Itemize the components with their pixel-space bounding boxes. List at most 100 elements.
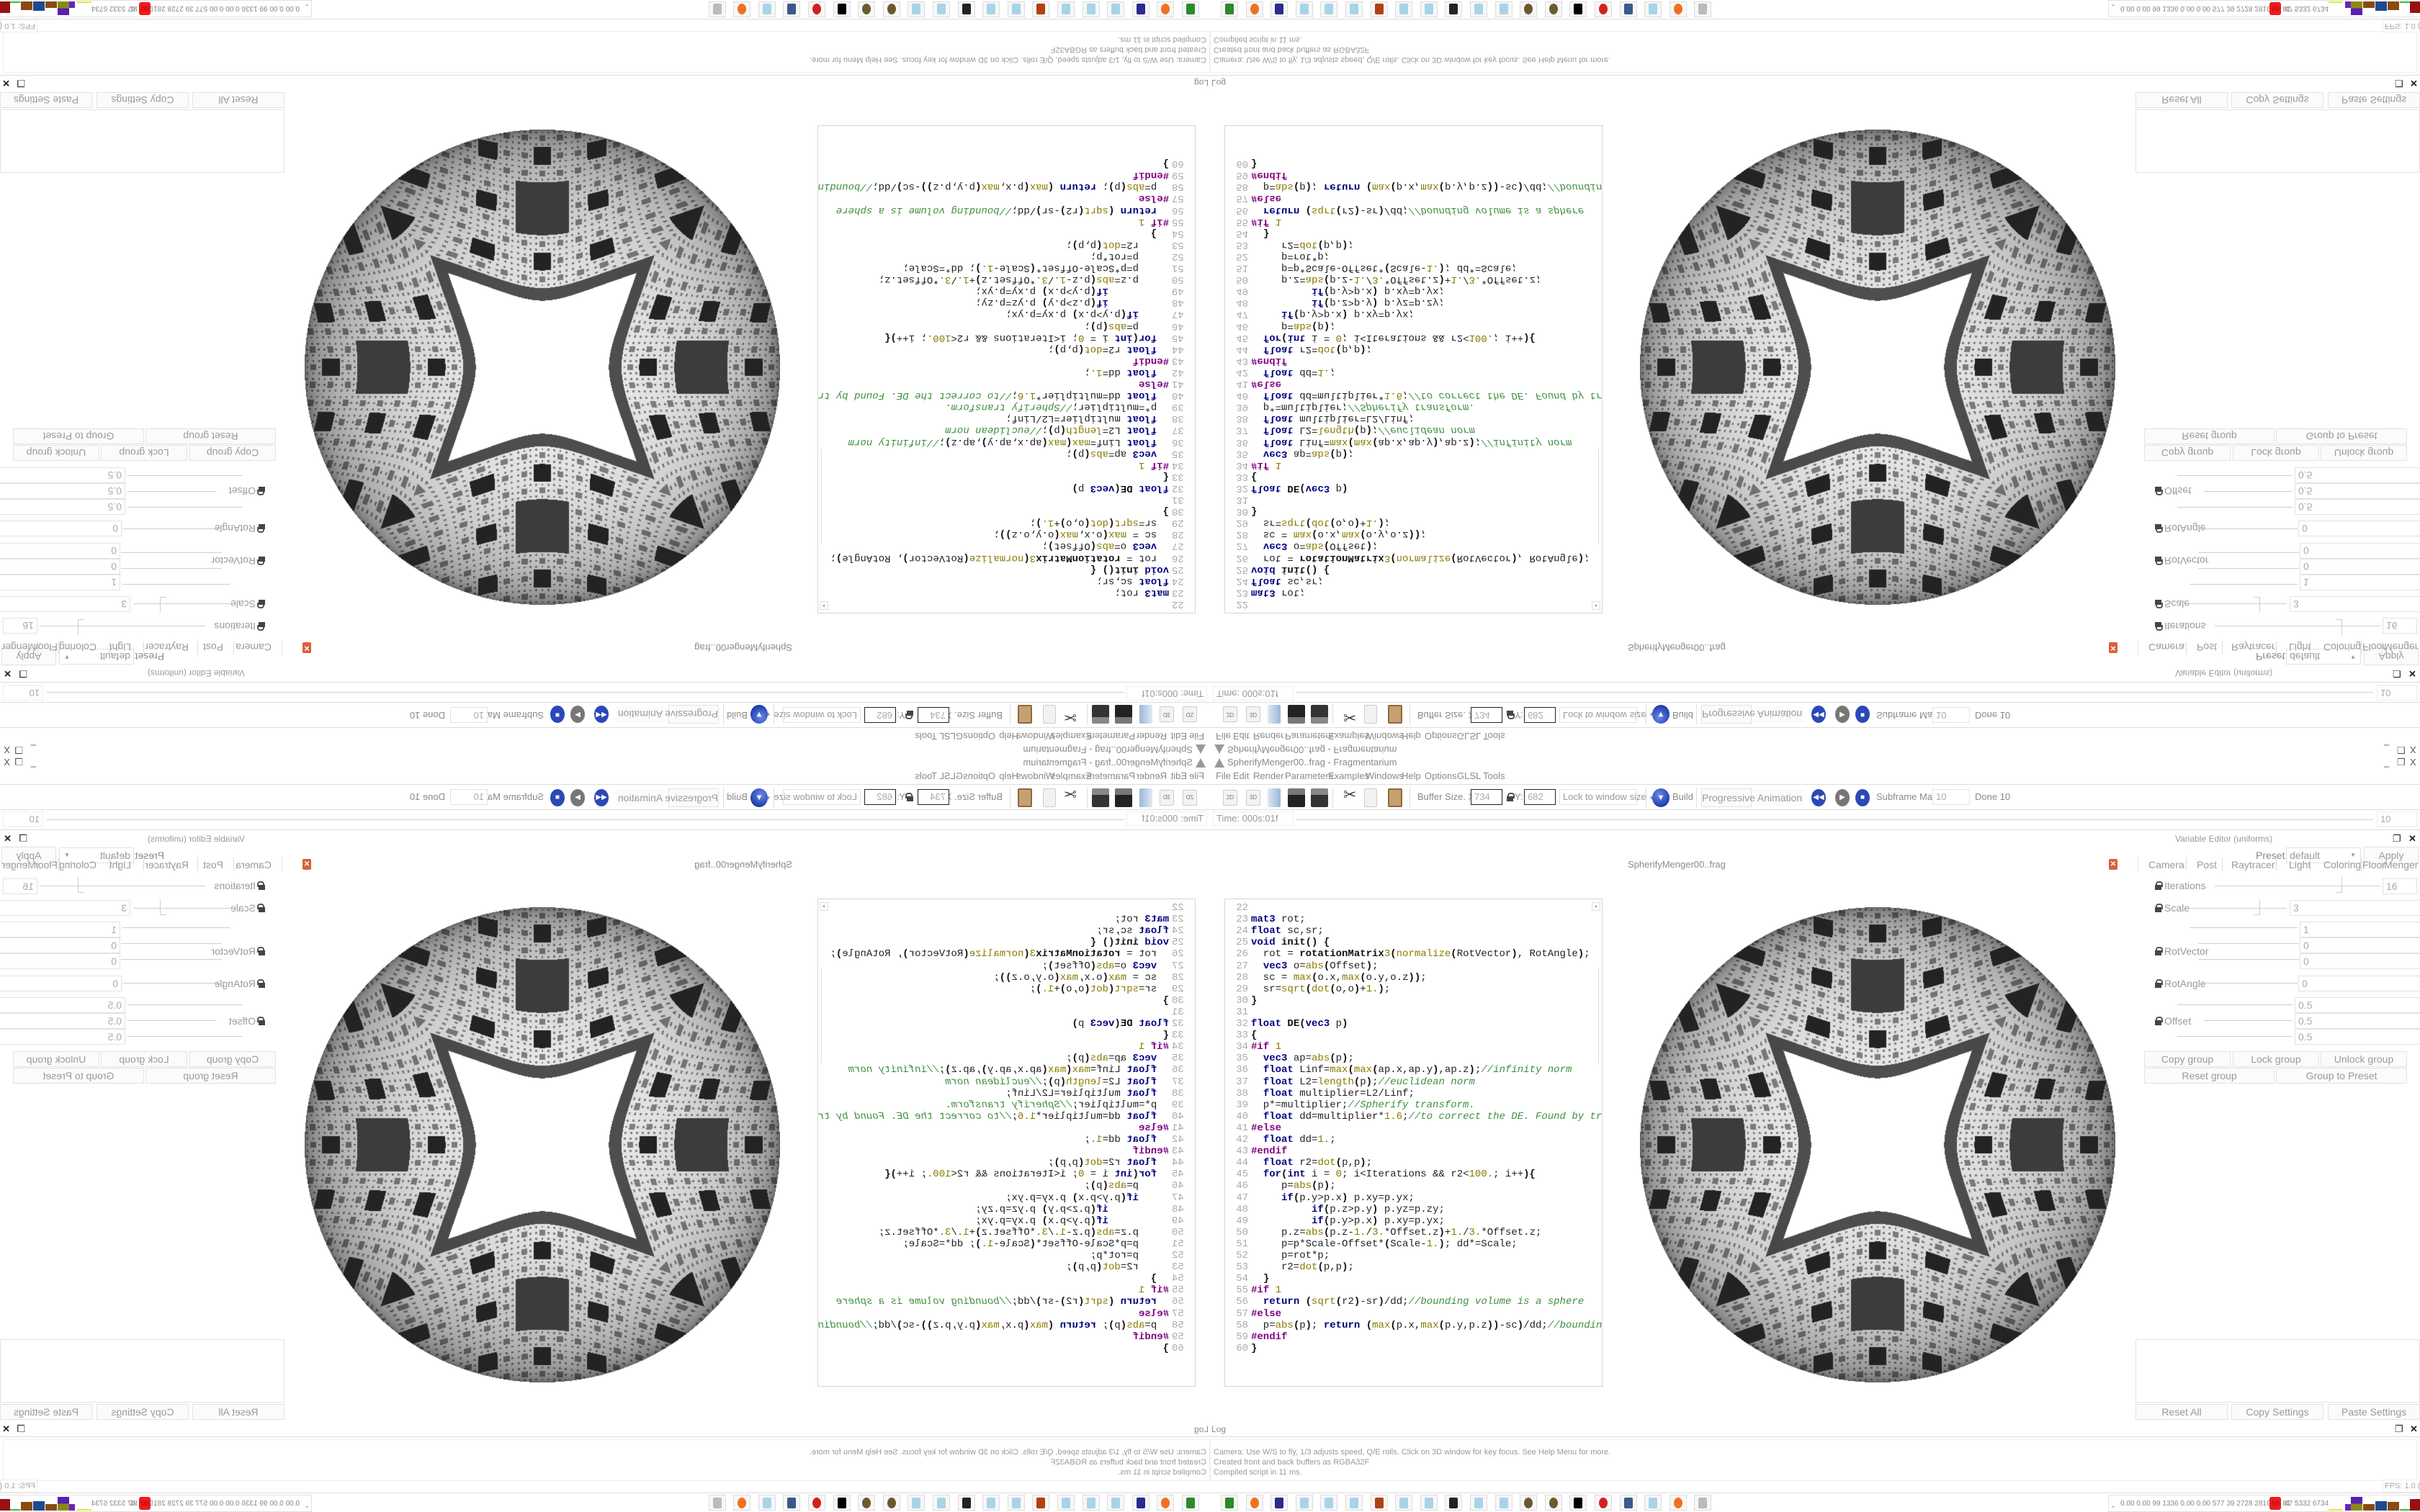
notepad-taskbar-button[interactable] — [1057, 1495, 1075, 1511]
animation-button[interactable]: Animation — [615, 788, 666, 807]
lock-icon[interactable] — [259, 881, 265, 890]
tab-light[interactable]: Light — [109, 859, 131, 870]
scale-input[interactable]: 3 — [2290, 596, 2420, 612]
time-slider[interactable] — [47, 692, 1124, 693]
firefox-taskbar-button[interactable] — [1245, 1495, 1263, 1511]
menu-windows[interactable]: Windows — [1016, 731, 1054, 742]
restore-button[interactable]: ❐ — [2397, 744, 2406, 755]
offset-x-slider[interactable] — [127, 1004, 243, 1005]
menu-file[interactable]: File — [1216, 731, 1231, 742]
offset-z-slider[interactable] — [127, 1036, 243, 1037]
notepad-taskbar-button[interactable] — [1470, 1, 1487, 17]
cut-icon[interactable]: ✂ — [1063, 786, 1077, 804]
notepad-taskbar-button[interactable] — [1057, 1, 1075, 17]
menu-glsl-tools[interactable]: GLSL Tools — [915, 731, 964, 742]
rewind-icon[interactable]: ◀◀ — [1811, 706, 1826, 723]
tab-camera[interactable]: Camera — [2148, 859, 2184, 870]
minimize-button[interactable]: _ — [2384, 757, 2390, 768]
animation-button[interactable]: Animation — [615, 705, 666, 724]
reset-group-button[interactable]: Reset group — [145, 428, 276, 444]
tray-expand-icon[interactable]: ‸ — [2112, 4, 2115, 13]
bug-taskbar-button[interactable] — [1032, 1, 1050, 17]
unlock-group-button[interactable]: Unlock group — [2321, 1051, 2407, 1067]
bug-taskbar-button[interactable] — [1032, 1495, 1050, 1511]
rotvector-y-input[interactable]: 0 — [2300, 937, 2420, 953]
close-panel-icon[interactable]: ✕ — [2408, 833, 2416, 844]
menu-examples[interactable]: Examples — [1328, 770, 1370, 781]
progressive-button[interactable]: Progressive — [1701, 705, 1755, 724]
iterations-slider-handle[interactable] — [78, 877, 84, 893]
notepad-taskbar-button[interactable] — [1320, 1, 1338, 17]
lock-icon[interactable] — [2155, 622, 2161, 631]
disc-taskbar-button[interactable] — [1544, 1495, 1562, 1511]
notepad-taskbar-button[interactable] — [933, 1, 950, 17]
3d-icon[interactable]: 3D — [1160, 790, 1174, 806]
lock-icon[interactable] — [259, 524, 265, 533]
close-log-icon[interactable]: ✕ — [2, 78, 10, 89]
tab-coloring[interactable]: Coloring — [58, 642, 97, 653]
buffer-y-input[interactable]: 682 — [864, 789, 896, 805]
close-tab-icon[interactable]: ✕ — [2109, 859, 2118, 870]
paste-settings-button[interactable]: Paste Settings — [2328, 1404, 2420, 1420]
editor-tab[interactable]: SpherifyMenger00..frag — [1628, 642, 1726, 653]
offset-x-input[interactable]: 0.5 — [2295, 997, 2420, 1013]
scroll-up-arrow[interactable]: ▲ — [1592, 902, 1600, 911]
close-log-icon[interactable]: ✕ — [2, 1423, 10, 1434]
rotangle-slider[interactable] — [122, 983, 225, 984]
rotvector-z-input[interactable]: 0 — [0, 953, 120, 969]
float-log-icon[interactable]: ❐ — [17, 1423, 25, 1434]
notepad-taskbar-button[interactable] — [1295, 1, 1313, 17]
offset-y-slider[interactable] — [2204, 491, 2293, 492]
android-taskbar-button[interactable] — [1182, 1, 1199, 17]
fragmentarium-taskbar-button[interactable] — [708, 1495, 726, 1511]
rotvector-y-input[interactable]: 0 — [0, 559, 120, 575]
firefox-taskbar-button[interactable] — [733, 1495, 751, 1511]
tray-expand-icon[interactable]: ‸ — [2112, 1499, 2115, 1508]
notepad-taskbar-button[interactable] — [1420, 1, 1438, 17]
scrollbar[interactable] — [821, 449, 822, 544]
scale-input[interactable]: 3 — [0, 596, 130, 612]
lock-icon[interactable] — [259, 904, 265, 912]
lock-icon[interactable] — [259, 1017, 265, 1025]
offset-y-slider[interactable] — [2204, 1020, 2293, 1021]
cat-taskbar-button[interactable] — [1569, 1495, 1587, 1511]
reset-group-button[interactable]: Reset group — [145, 1068, 276, 1084]
rotvector-y-slider[interactable] — [121, 943, 222, 944]
notepad-taskbar-button[interactable] — [982, 1495, 1000, 1511]
menu-edit[interactable]: Edit — [1233, 770, 1250, 781]
notepad-taskbar-button[interactable] — [1644, 1495, 1662, 1511]
rotvector-z-slider[interactable] — [121, 552, 222, 553]
fragmentarium-taskbar-button[interactable] — [1694, 1, 1712, 17]
monitor-taskbar-button[interactable] — [1619, 1, 1637, 17]
scroll-up-arrow[interactable]: ▲ — [820, 902, 828, 911]
build-icon[interactable]: ▼ — [750, 705, 768, 724]
play-icon[interactable]: ▶ — [570, 706, 585, 723]
rewind-icon[interactable]: ◀◀ — [594, 706, 609, 723]
paste-icon[interactable] — [1018, 705, 1032, 724]
notepad-taskbar-button[interactable] — [908, 1, 926, 17]
frame-spinbox[interactable]: 10 — [3, 685, 43, 701]
buffer-y-input[interactable]: 682 — [864, 707, 896, 723]
offset-z-input[interactable]: 0.5 — [2295, 467, 2420, 483]
paste-settings-button[interactable]: Paste Settings — [0, 1404, 92, 1420]
progressive-button[interactable]: Progressive — [1701, 788, 1755, 807]
scale-slider[interactable] — [133, 603, 230, 604]
play-icon[interactable]: ▶ — [1835, 789, 1850, 806]
menu-glsl-tools[interactable]: GLSL Tools — [1457, 731, 1505, 742]
notepad-taskbar-button[interactable] — [1320, 1495, 1338, 1511]
lock-window-select[interactable]: Lock to window size ▼ — [766, 707, 861, 723]
open-file-icon[interactable] — [1139, 788, 1152, 807]
fractal-render-view[interactable] — [1640, 130, 2115, 605]
rotvector-x-slider[interactable] — [2190, 927, 2298, 928]
subframe-input[interactable]: 10 — [450, 707, 488, 723]
build-button[interactable]: Build — [1672, 791, 1693, 802]
buffer-y-input[interactable]: 682 — [1524, 789, 1556, 805]
scrollbar[interactable] — [1598, 968, 1599, 1063]
rotvector-y-slider[interactable] — [2198, 568, 2299, 569]
subframe-input[interactable]: 10 — [450, 789, 488, 805]
cat-taskbar-button[interactable] — [1569, 1, 1587, 17]
animation-button[interactable]: Animation — [1754, 788, 1805, 807]
tab-camera[interactable]: Camera — [236, 859, 272, 870]
rewind-icon[interactable]: ◀◀ — [594, 789, 609, 806]
